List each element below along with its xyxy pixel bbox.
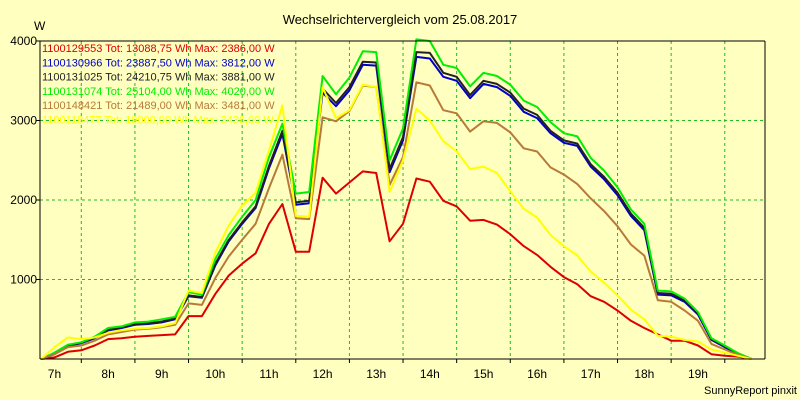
legend-entry-1100131074: 1100131074 Tot: 25104,00 Wh Max: 4020,00… [42, 86, 275, 98]
y-tick-label-4000: 4000 [10, 34, 37, 48]
series-line-1100129553 [40, 170, 752, 360]
y-tick-label-2000: 2000 [10, 193, 37, 207]
x-tick-label-16h: 16h [527, 367, 547, 381]
legend-entry-1100130966: 1100130966 Tot: 23887,50 Wh Max: 3812,00… [42, 57, 275, 69]
legend-entry-1100131025: 1100131025 Tot: 24210,75 Wh Max: 3881,00… [42, 72, 275, 84]
x-tick-label-8h: 8h [101, 367, 114, 381]
footer-credit: SunnyReport pinxit [704, 385, 797, 397]
legend-entry-1100129553: 1100129553 Tot: 13088,75 Wh Max: 2386,00… [42, 43, 275, 55]
series-line-1100131074 [40, 38, 752, 360]
axis-layer [36, 40, 766, 363]
x-tick-label-15h: 15h [473, 367, 493, 381]
x-tick-label-13h: 13h [366, 367, 386, 381]
series-layer [40, 38, 752, 360]
x-tick-label-7h: 7h [48, 367, 61, 381]
x-tick-label-17h: 17h [581, 367, 601, 381]
legend-layer: 1100129553 Tot: 13088,75 Wh Max: 2386,00… [42, 43, 275, 127]
x-tick-label-9h: 9h [155, 367, 168, 381]
x-tick-label-19h: 19h [688, 367, 708, 381]
series-line-1100131025 [40, 51, 752, 360]
grid-layer [40, 40, 765, 359]
chart-title: Wechselrichtervergleich vom 25.08.2017 [283, 12, 518, 27]
x-tick-label-18h: 18h [634, 367, 654, 381]
legend-entry-1100118477: 1100118477 Tot: 19000,00 Wh Max: 3436,00… [42, 115, 274, 127]
x-tick-label-10h: 10h [205, 367, 225, 381]
x-tick-label-12h: 12h [313, 367, 333, 381]
x-tick-label-14h: 14h [420, 367, 440, 381]
y-axis-label: W [34, 19, 46, 33]
y-tick-label-1000: 1000 [10, 273, 37, 287]
x-tick-label-11h: 11h [259, 367, 278, 381]
series-line-1100118477 [40, 83, 752, 360]
label-layer: 1000 2000 3000 4000 7h 8h 9h 10h 11h 12h 13h 14h 15h… [10, 12, 797, 397]
y-tick-label-3000: 3000 [10, 114, 37, 128]
legend-entry-1100148421: 1100148421 Tot: 21489,00 Wh Max: 3481,00… [42, 100, 275, 112]
